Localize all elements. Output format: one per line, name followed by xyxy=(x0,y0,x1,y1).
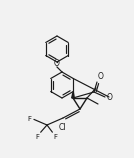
Text: F: F xyxy=(27,116,31,122)
Polygon shape xyxy=(72,91,74,98)
Text: O: O xyxy=(54,60,60,69)
Text: O: O xyxy=(98,72,104,81)
Text: F: F xyxy=(53,134,57,140)
Text: F: F xyxy=(35,134,39,140)
Text: Cl: Cl xyxy=(58,122,66,131)
Text: O: O xyxy=(107,92,112,101)
